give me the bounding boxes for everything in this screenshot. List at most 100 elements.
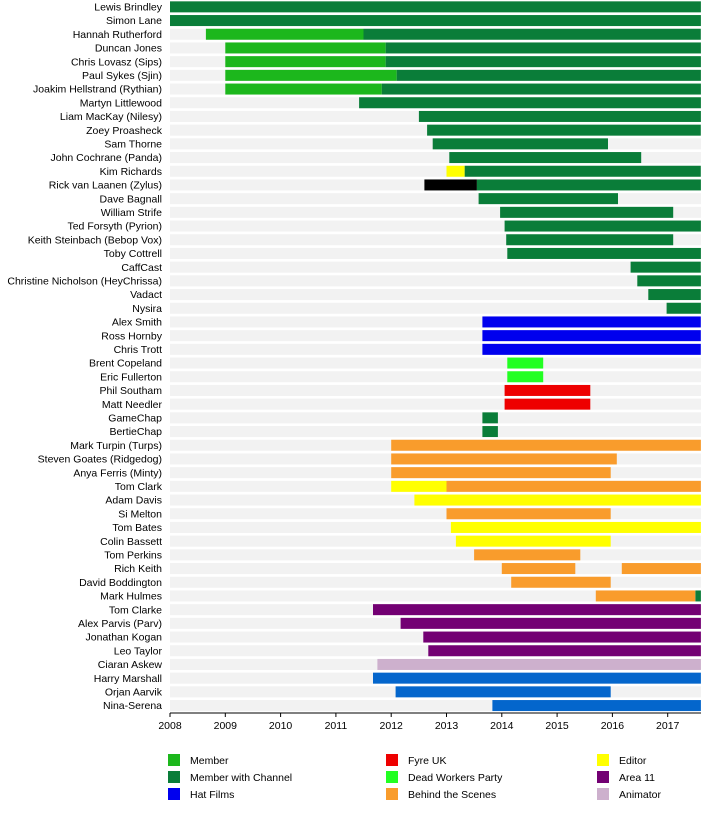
row-label: Christine Nicholson (HeyChrissa) (7, 275, 162, 287)
bar-editor (450, 521, 701, 533)
bar-channel (476, 179, 701, 191)
row-background (170, 152, 701, 164)
row-background (170, 576, 701, 588)
x-tick-label: 2013 (435, 720, 459, 732)
x-tick-label: 2014 (490, 720, 514, 732)
legend-swatch-area11 (597, 771, 609, 783)
x-tick-label: 2016 (601, 720, 625, 732)
bar-channel (507, 247, 701, 259)
legend-label: Animator (619, 789, 662, 801)
row-background (170, 371, 701, 383)
bar-fyre (504, 398, 591, 410)
x-tick-label: 2009 (214, 720, 238, 732)
row-label: Joakim Hellstrand (Rythian) (33, 84, 162, 96)
bar-bts (501, 563, 576, 575)
bar-bts (511, 576, 611, 588)
bar-channel (695, 590, 701, 602)
row-background (170, 357, 701, 369)
row-label: Keith Steinbach (Bebop Vox) (28, 234, 162, 246)
x-tick-label: 2012 (380, 720, 404, 732)
bar-channel (427, 124, 701, 136)
bar-editor (455, 535, 611, 547)
row-labels: Lewis Brindley Simon Lane Hannah Rutherfor… (7, 1, 162, 712)
bar-member (225, 56, 386, 68)
bar-black (424, 179, 477, 191)
row-background (170, 302, 701, 314)
row-label: Zoey Proasheck (86, 125, 163, 137)
bar-hat (482, 343, 701, 355)
row-label: Sam Thorne (104, 138, 162, 150)
bar-member (225, 83, 382, 95)
bar-area11 (373, 604, 701, 616)
legend-label: Hat Films (190, 789, 234, 801)
row-background (170, 549, 701, 561)
x-tick-label: 2015 (545, 720, 569, 732)
row-label: Mark Hulmes (100, 591, 162, 603)
row-label: Matt Needler (102, 399, 163, 411)
bar-hat (482, 316, 701, 328)
legend-swatch-fyre (386, 754, 398, 766)
row-label: Anya Ferris (Minty) (73, 467, 162, 479)
row-background (170, 563, 701, 575)
bar-fyre (504, 384, 591, 396)
row-label: Ciaran Askew (98, 659, 163, 671)
row-label: BertieChap (109, 426, 162, 438)
bar-channel (449, 152, 642, 164)
legend-swatch-dwp (386, 771, 398, 783)
bar-editor (414, 494, 701, 506)
row-label: Toby Cottrell (104, 248, 162, 260)
row-label: Lewis Brindley (94, 1, 162, 13)
bar-channel (385, 56, 701, 68)
bar-dwp (507, 371, 544, 383)
row-label: Liam MacKay (Nilesy) (60, 111, 162, 123)
bar-channel (504, 220, 701, 232)
bar-bts (391, 453, 617, 465)
row-label: Mark Turpin (Turps) (70, 440, 162, 452)
bar-editor (446, 165, 465, 177)
bar-channel (381, 83, 701, 95)
row-label: Tom Bates (112, 522, 162, 534)
legend-label: Member (190, 755, 229, 767)
bars-layer (170, 1, 701, 712)
bar-channel (363, 28, 701, 40)
row-background (170, 247, 701, 259)
legend-label: Member with Channel (190, 772, 292, 784)
row-background (170, 165, 701, 177)
row-label: Adam Davis (105, 495, 162, 507)
row-label: Kim Richards (100, 166, 162, 178)
bar-blue (373, 672, 701, 684)
bar-animator (377, 658, 701, 670)
legend-label: Dead Workers Party (408, 772, 503, 784)
row-label: Alex Smith (112, 317, 162, 329)
row-label: Martyn Littlewood (80, 97, 162, 109)
row-label: Colin Bassett (100, 536, 162, 548)
legend-swatch-animator (597, 788, 609, 800)
legend-label: Fyre UK (408, 755, 447, 767)
row-label: Steven Goates (Ridgedog) (38, 454, 162, 466)
row-label: Tom Clarke (109, 604, 162, 616)
legend-label: Area 11 (619, 772, 655, 784)
row-label: CaffCast (121, 262, 162, 274)
legend-swatch-hat (168, 788, 180, 800)
row-label: Jonathan Kogan (86, 632, 163, 644)
bar-bts (446, 508, 611, 520)
bar-dwp (507, 357, 544, 369)
bar-member (225, 42, 386, 54)
row-label: Alex Parvis (Parv) (78, 618, 162, 630)
x-tick-label: 2010 (269, 720, 293, 732)
row-background (170, 220, 701, 232)
row-label: Eric Fullerton (100, 371, 162, 383)
bar-member (225, 69, 397, 81)
bar-area11 (400, 617, 701, 629)
bar-channel (666, 302, 701, 314)
bar-bts (595, 590, 696, 602)
bar-bts (621, 563, 701, 575)
bar-channel (482, 412, 498, 424)
row-label: Nysira (132, 303, 162, 315)
row-label: Rich Keith (114, 563, 162, 575)
row-background (170, 193, 701, 205)
bar-hat (482, 330, 701, 342)
bar-bts (474, 549, 581, 561)
row-label: Ted Forsyth (Pyrion) (67, 221, 162, 233)
row-background (170, 330, 701, 342)
